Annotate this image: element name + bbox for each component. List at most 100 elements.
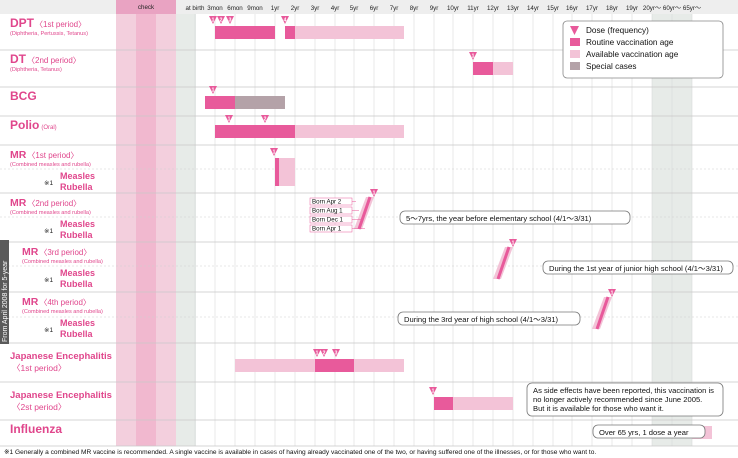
dose-number: 1 <box>212 88 215 94</box>
callout-box <box>526 382 724 417</box>
callouts: Born Apr 2 Born Aug 1 Born Dec 1 Born Apr 1… <box>309 197 734 439</box>
routine-bar <box>315 359 354 372</box>
row-sub: (Combined measles and rubella) <box>10 162 91 168</box>
dose-number: 4 <box>284 18 287 24</box>
legend-dose-icon <box>570 26 579 35</box>
callout-text: But it is available for those who want i… <box>533 404 664 413</box>
row-period: 〈1st period〉 <box>12 363 66 373</box>
tick-label: 13yr <box>507 5 519 12</box>
tick-label: 8yr <box>410 5 419 12</box>
dose-marker: 1 <box>509 239 517 247</box>
dose-number: 1 <box>512 241 515 247</box>
alt-rubella: Rubella <box>60 182 94 192</box>
dose-marker: 1 <box>313 349 321 357</box>
dose-triangle <box>270 148 278 156</box>
routine-bar <box>473 62 493 75</box>
legend-swatch <box>570 38 580 46</box>
dose-marker: 3 <box>332 349 340 357</box>
alt-measles: Measles <box>60 318 95 328</box>
tick-label: 3yr <box>311 5 320 12</box>
dose-number: 1 <box>228 117 231 123</box>
dose-marker: 3 <box>226 16 234 24</box>
row-title: Japanese Encephalitis <box>10 390 112 401</box>
alt-measles: Measles <box>60 171 95 181</box>
legend-available: Available vaccination age <box>586 50 679 59</box>
row-sub: (Combined measles and rubella) <box>10 210 91 216</box>
tick-label: 7yr <box>390 5 399 12</box>
dose-triangle <box>429 387 437 395</box>
available-bar <box>453 397 513 410</box>
available-bar <box>295 125 404 138</box>
dose-number: 3 <box>229 18 232 24</box>
dose-number: 2 <box>323 351 326 357</box>
row-period: 〈4th period〉 <box>39 298 91 307</box>
row-sub: (Combined measles and rubella) <box>22 259 103 265</box>
row-period: 〈1st period〉 <box>27 151 78 160</box>
dose-triangle <box>217 16 225 24</box>
callout-box <box>542 260 734 275</box>
tick-label: 1yr <box>271 5 280 12</box>
dose-number: 2 <box>264 117 267 123</box>
check-label: check <box>138 4 155 11</box>
legend-box: Dose (frequency) Routine vaccination age A… <box>562 20 724 79</box>
dose-number: 3 <box>335 351 338 357</box>
dose-marker: 2 <box>320 349 328 357</box>
dose-number: 1 <box>611 291 614 297</box>
legend-dose: Dose (frequency) <box>586 26 649 35</box>
callout-mr3: During the 1st year of junior high schoo… <box>542 260 734 275</box>
dose-number: 1 <box>316 351 319 357</box>
row-sub: (Oral) <box>41 125 56 131</box>
dose-marker: 1 <box>270 148 278 156</box>
callout-mr2: 5〜7yrs, the year before elementary schoo… <box>399 210 631 225</box>
alt-rubella: Rubella <box>60 279 94 289</box>
dose-triangle <box>332 349 340 357</box>
tick-label: 11yr <box>467 5 479 12</box>
dose-triangle <box>320 349 328 357</box>
special-bar <box>235 96 285 109</box>
tick-label: 6mon <box>227 5 243 12</box>
grid <box>0 14 738 447</box>
row-title: MR〈4th period〉 <box>22 296 91 308</box>
tick-label: 3mon <box>207 5 223 12</box>
dose-number: 1 <box>472 54 475 60</box>
tick-label: at birth <box>186 5 205 12</box>
callout-text: During the 1st year of junior high schoo… <box>549 264 723 273</box>
dose-marker: 4 <box>281 16 289 24</box>
vertical-note-strip <box>0 240 9 344</box>
row-sub: (Diphtheria, Tetanus) <box>10 67 62 73</box>
dose-marker: 1 <box>370 189 378 197</box>
routine-bar <box>215 125 295 138</box>
dose-triangle <box>261 115 269 123</box>
alt-mark: ※1 <box>44 277 53 284</box>
vertical-note: From April 2008 for 5-year <box>2 260 9 342</box>
tick-label: 20yr〜 <box>643 5 661 12</box>
legend-frame <box>562 20 724 79</box>
tick-label: 4yr <box>331 5 340 12</box>
callout-je2: As side effects have been reported, this… <box>526 382 724 417</box>
dose-marker: 1 <box>608 289 616 297</box>
callout-text: As side effects have been reported, this… <box>533 386 714 395</box>
alt-measles: Measles <box>60 219 95 229</box>
available-bar <box>493 62 513 75</box>
routine-bar <box>434 397 453 410</box>
dose-marker: 1 <box>209 16 217 24</box>
callout-text: 5〜7yrs, the year before elementary schoo… <box>406 214 592 223</box>
routine-bar <box>275 158 279 186</box>
row-title: MR〈2nd period〉 <box>10 197 81 209</box>
alt-mark: ※1 <box>44 180 53 187</box>
row-period: 〈2nd period〉 <box>27 199 81 208</box>
tick-label: 65yr〜 <box>683 5 701 12</box>
alt-rubella: Rubella <box>60 230 94 240</box>
tick-label: 12yr <box>487 5 499 12</box>
dose-number: 1 <box>273 150 276 156</box>
born-label: Born Aug 1 <box>312 208 343 215</box>
tick-label: 18yr <box>606 5 618 12</box>
row-title: BCG <box>10 89 37 103</box>
callout-mr4: During the 3rd year of high school (4/1〜… <box>397 311 581 326</box>
dose-triangle <box>209 86 217 94</box>
dose-number: 1 <box>373 191 376 197</box>
dose-triangle <box>226 16 234 24</box>
dose-triangle <box>313 349 321 357</box>
dose-marker: 1 <box>469 52 477 60</box>
